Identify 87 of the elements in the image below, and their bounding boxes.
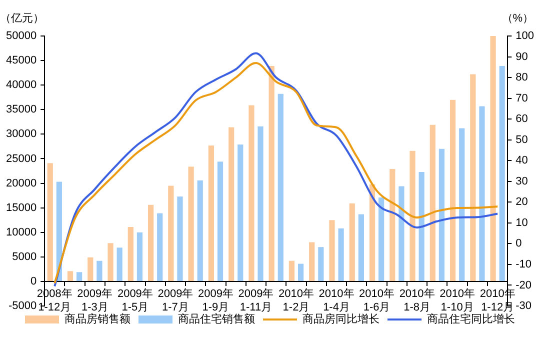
bar bbox=[378, 198, 384, 281]
y2-tick-label: 20 bbox=[516, 196, 528, 208]
y-tick-label: -5000 bbox=[8, 300, 37, 312]
bar bbox=[459, 128, 465, 281]
bar bbox=[369, 184, 376, 281]
bar bbox=[47, 163, 53, 281]
bar bbox=[128, 226, 134, 281]
bar bbox=[108, 243, 114, 281]
bar bbox=[450, 100, 456, 281]
bar bbox=[67, 271, 74, 281]
x-tick-label: 2010年 1-6月 bbox=[359, 288, 395, 314]
bar bbox=[228, 127, 234, 281]
bar bbox=[398, 186, 404, 281]
x-tick-label: 2010年 1-10月 bbox=[440, 288, 476, 314]
bar bbox=[309, 242, 315, 281]
y2-tick-label: -20 bbox=[516, 279, 532, 292]
y2-axis-title: （%） bbox=[502, 12, 534, 25]
bar bbox=[238, 144, 244, 281]
y-tick-label: 5000 bbox=[12, 250, 37, 263]
y2-tick-label: 0 bbox=[516, 238, 522, 250]
y2-tick-label: 90 bbox=[516, 50, 528, 63]
x-tick-label: 2009年 1-3月 bbox=[77, 288, 113, 314]
legend-label: 商品房同比增长 bbox=[302, 312, 380, 326]
x-tick-label: 2010年 1-4月 bbox=[318, 288, 354, 314]
y2-tick-label: 80 bbox=[516, 72, 528, 84]
bar bbox=[338, 228, 344, 281]
x-tick-label: 2009年 1-5月 bbox=[117, 288, 153, 314]
legend-label: 商品住宅销售额 bbox=[178, 312, 255, 326]
bar bbox=[177, 196, 183, 281]
y2-tick-label: 70 bbox=[516, 92, 528, 104]
x-tick-label: 2010年 1-2月 bbox=[278, 288, 314, 314]
y2-tick-label: 40 bbox=[516, 154, 528, 167]
bar bbox=[268, 66, 274, 281]
bar bbox=[358, 214, 364, 281]
y2-tick-label: 60 bbox=[516, 113, 528, 126]
bar bbox=[499, 66, 505, 281]
y-tick-label: 20000 bbox=[6, 177, 37, 190]
y-tick-label: 0 bbox=[30, 275, 37, 288]
legend-label: 商品住宅同比增长 bbox=[427, 312, 515, 326]
y-axis-title: （亿元） bbox=[0, 12, 44, 25]
bar bbox=[329, 220, 335, 281]
bar bbox=[298, 264, 304, 281]
bar bbox=[116, 248, 122, 281]
bar bbox=[208, 145, 214, 281]
bar bbox=[318, 247, 324, 281]
y2-tick-label: 100 bbox=[516, 30, 534, 42]
y-tick-label: 25000 bbox=[6, 152, 37, 165]
bar bbox=[88, 257, 94, 281]
y2-tick-label: 50 bbox=[516, 134, 528, 146]
x-tick-label: 2009年 1-9月 bbox=[198, 288, 234, 314]
bar bbox=[136, 232, 143, 281]
bar bbox=[349, 203, 355, 281]
bar bbox=[248, 105, 254, 281]
bar bbox=[438, 148, 445, 281]
y-tick-label: 10000 bbox=[6, 226, 37, 238]
y-tick-label: 35000 bbox=[6, 104, 37, 116]
y-tick-label: 40000 bbox=[6, 79, 37, 92]
y-tick-label: 30000 bbox=[6, 128, 37, 140]
bar bbox=[168, 186, 174, 281]
bar bbox=[410, 150, 416, 281]
bar bbox=[157, 213, 163, 281]
bar bbox=[96, 260, 102, 281]
x-tick-label: 2009年 1-7月 bbox=[158, 288, 194, 314]
bar bbox=[418, 172, 424, 281]
bar bbox=[188, 166, 194, 281]
y2-tick-label: 30 bbox=[516, 175, 528, 188]
y-tick-label: 15000 bbox=[6, 202, 37, 214]
legend-label: 商品房销售额 bbox=[64, 312, 130, 326]
y2-tick-label: -30 bbox=[516, 300, 532, 312]
bar bbox=[490, 36, 496, 281]
x-tick-label: 2010年 1-8月 bbox=[399, 288, 435, 314]
bar bbox=[76, 272, 82, 281]
bar bbox=[217, 162, 224, 281]
bar bbox=[430, 124, 436, 281]
bar bbox=[470, 74, 476, 281]
bar bbox=[258, 126, 264, 281]
bar bbox=[288, 260, 295, 281]
bar bbox=[278, 94, 284, 281]
y-tick-label: 50000 bbox=[6, 30, 37, 42]
y2-tick-label: -10 bbox=[516, 258, 532, 270]
bar bbox=[390, 169, 396, 281]
bar bbox=[197, 180, 203, 281]
y-tick-label: 45000 bbox=[6, 54, 37, 67]
bar bbox=[148, 204, 154, 281]
bar bbox=[479, 106, 485, 281]
y2-tick-label: 10 bbox=[516, 216, 528, 229]
x-tick-label: 2009年 1-11月 bbox=[238, 288, 274, 314]
